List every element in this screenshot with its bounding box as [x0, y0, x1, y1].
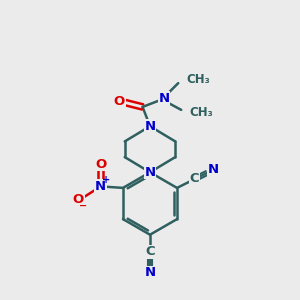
Text: C: C	[190, 172, 199, 185]
Text: CH₃: CH₃	[190, 106, 213, 119]
Text: +: +	[102, 175, 110, 185]
Text: O: O	[95, 158, 106, 171]
Text: N: N	[144, 120, 156, 133]
Text: N: N	[208, 163, 219, 176]
Text: O: O	[73, 193, 84, 206]
Text: −: −	[79, 201, 87, 211]
Text: O: O	[114, 95, 125, 108]
Text: CH₃: CH₃	[187, 73, 210, 86]
Text: N: N	[144, 266, 156, 279]
Text: C: C	[145, 245, 155, 258]
Text: N: N	[95, 180, 106, 193]
Text: N: N	[159, 92, 170, 105]
Text: N: N	[144, 166, 156, 179]
